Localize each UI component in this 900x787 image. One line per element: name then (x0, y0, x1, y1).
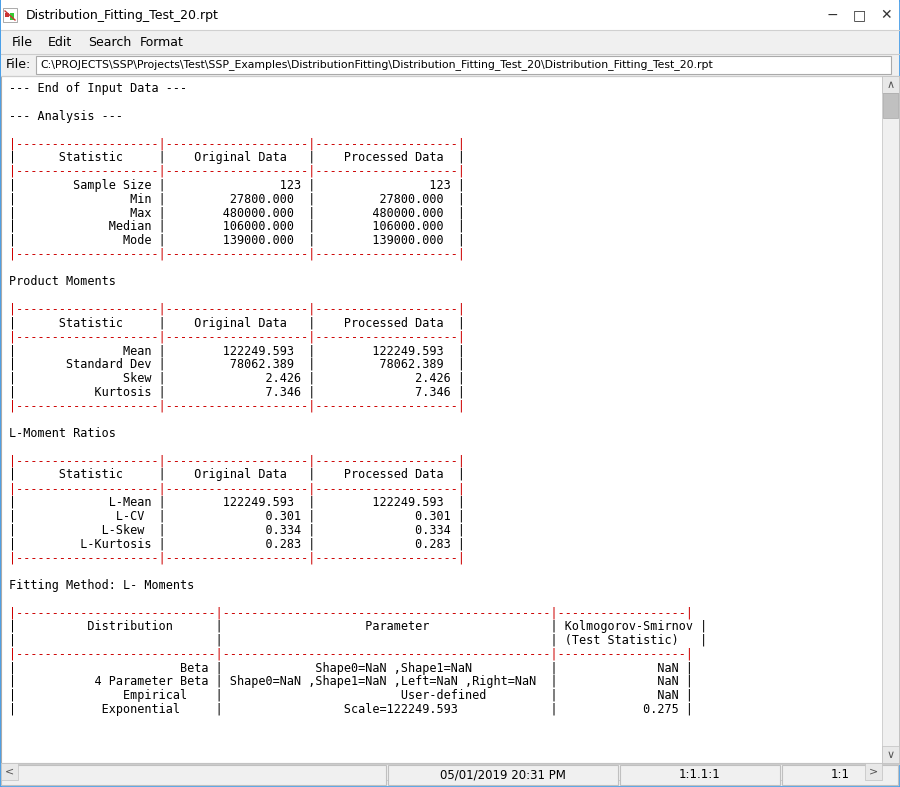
Bar (36, 56, 891, 74)
Text: ∧: ∧ (886, 79, 895, 90)
Bar (5, 13, 9, 17)
Text: Format: Format (140, 35, 184, 49)
Text: |            L-Skew  |              0.334 |              0.334 |: | L-Skew | 0.334 | 0.334 | (9, 523, 465, 537)
Text: |----------------------------|----------------------------------------------|---: |----------------------------|----------… (9, 607, 693, 619)
Text: 1:1: 1:1 (831, 768, 850, 781)
Text: |                       Beta |             Shape0=NaN ,Shape1=NaN           |   : | Beta | Shape0=NaN ,Shape1=NaN | (9, 662, 693, 674)
Bar (1, 765, 386, 785)
Text: |      Statistic     |    Original Data   |    Processed Data  |: | Statistic | Original Data | Processed … (9, 316, 465, 330)
Text: |                Max |        480000.000  |        480000.000  |: | Max | 480000.000 | 480000.000 | (9, 206, 465, 220)
Bar (846, 2, 871, 28)
Text: Fitting Method: L- Moments: Fitting Method: L- Moments (9, 578, 194, 592)
Text: |           Kurtosis |              7.346 |              7.346 |: | Kurtosis | 7.346 | 7.346 | (9, 386, 465, 398)
Bar (1, 763, 18, 780)
Bar (782, 765, 898, 785)
Text: Search: Search (88, 35, 131, 49)
Bar (1, 764, 899, 786)
Bar (882, 76, 899, 763)
Text: |               Empirical    |                         User-defined         |   : | Empirical | User-defined | (9, 689, 693, 702)
Text: |             Median |        106000.000  |        106000.000  |: | Median | 106000.000 | 106000.000 | (9, 220, 465, 233)
Text: |          Distribution      |                    Parameter                 | Ko: | Distribution | Parameter | Ko (9, 620, 707, 634)
Text: 1:1.1:1: 1:1.1:1 (680, 768, 721, 781)
Text: --- Analysis ---: --- Analysis --- (9, 109, 123, 123)
Text: Edit: Edit (48, 35, 72, 49)
Text: Product Moments: Product Moments (9, 275, 116, 288)
Text: |--------------------|--------------------|--------------------|: |--------------------|------------------… (9, 399, 479, 412)
Text: |               Mean |        122249.593  |        122249.593  |: | Mean | 122249.593 | 122249.593 | (9, 344, 465, 357)
Text: L-Moment Ratios: L-Moment Ratios (9, 427, 116, 440)
Text: |               Mode |        139000.000  |        139000.000  |: | Mode | 139000.000 | 139000.000 | (9, 234, 465, 247)
Text: |            Exponential     |                 Scale=122249.593             |   : | Exponential | Scale=122249.593 | (9, 703, 693, 716)
Bar (1, 30, 899, 54)
Bar (388, 765, 618, 785)
Text: |--------------------|--------------------|--------------------|: |--------------------|------------------… (9, 137, 465, 150)
Text: |                            |                                              | (T: | | | (T (9, 634, 707, 647)
Bar (3, 8, 17, 22)
Text: <: < (4, 767, 14, 777)
Text: |--------------------|--------------------|--------------------|: |--------------------|------------------… (9, 248, 479, 260)
Text: |             L-Mean |        122249.593  |        122249.593  |: | L-Mean | 122249.593 | 122249.593 | (9, 496, 465, 509)
Text: |--------------------|--------------------|--------------------|: |--------------------|------------------… (9, 164, 465, 178)
Text: |       Standard Dev |         78062.389  |         78062.389  |: | Standard Dev | 78062.389 | 78062.389 | (9, 358, 465, 371)
Text: |              L-CV  |              0.301 |              0.301 |: | L-CV | 0.301 | 0.301 | (9, 510, 465, 523)
Bar (882, 76, 899, 93)
Bar (1, 54, 899, 76)
Text: ∨: ∨ (886, 749, 895, 759)
Bar (620, 765, 780, 785)
Text: |----------------------------|----------------------------------------------|---: |----------------------------|----------… (9, 648, 693, 661)
Text: Distribution_Fitting_Test_20.rpt: Distribution_Fitting_Test_20.rpt (26, 9, 219, 21)
Text: |         L-Kurtosis |              0.283 |              0.283 |: | L-Kurtosis | 0.283 | 0.283 | (9, 538, 465, 550)
Text: --- End of Input Data ---: --- End of Input Data --- (9, 82, 187, 95)
Text: ✕: ✕ (880, 8, 892, 22)
Text: |--------------------|--------------------|--------------------|: |--------------------|------------------… (9, 303, 465, 316)
Text: |        Sample Size |                123 |                123 |: | Sample Size | 123 | 123 | (9, 179, 465, 191)
Bar (865, 763, 882, 780)
Text: |--------------------|--------------------|--------------------|: |--------------------|------------------… (9, 455, 465, 467)
Text: C:\PROJECTS\SSP\Projects\Test\SSP_Examples\DistributionFitting\Distribution_Fitt: C:\PROJECTS\SSP\Projects\Test\SSP_Exampl… (40, 60, 713, 71)
Text: 05/01/2019 20:31 PM: 05/01/2019 20:31 PM (440, 768, 566, 781)
Bar (819, 2, 844, 28)
Bar (882, 746, 899, 763)
Bar (1, 0, 899, 30)
Text: File: File (12, 35, 33, 49)
Bar (1, 763, 882, 780)
Text: |               Skew |              2.426 |              2.426 |: | Skew | 2.426 | 2.426 | (9, 371, 465, 385)
Text: |--------------------|--------------------|--------------------|: |--------------------|------------------… (9, 551, 479, 564)
Text: |      Statistic     |    Original Data   |    Processed Data  |: | Statistic | Original Data | Processed … (9, 151, 465, 164)
Text: |--------------------|--------------------|--------------------|: |--------------------|------------------… (9, 482, 465, 495)
Text: □: □ (852, 8, 866, 22)
Bar (10, 13, 14, 20)
Text: −: − (826, 8, 838, 22)
Text: |--------------------|--------------------|--------------------|: |--------------------|------------------… (9, 331, 465, 343)
Bar (873, 2, 898, 28)
Text: |           4 Parameter Beta | Shape0=NaN ,Shape1=NaN ,Left=NaN ,Right=NaN  |   : | 4 Parameter Beta | Shape0=NaN ,Shape1=… (9, 675, 693, 689)
Text: File:: File: (6, 58, 32, 72)
Text: |      Statistic     |    Original Data   |    Processed Data  |: | Statistic | Original Data | Processed … (9, 468, 465, 482)
Bar (883, 93, 898, 118)
Text: >: > (868, 767, 878, 777)
Text: |                Min |         27800.000  |         27800.000  |: | Min | 27800.000 | 27800.000 | (9, 192, 465, 205)
Bar (1, 76, 899, 763)
